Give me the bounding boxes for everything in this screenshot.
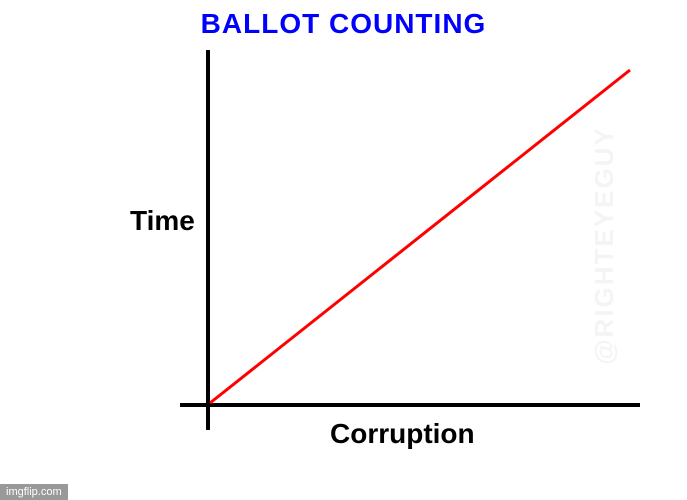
x-axis-label: Corruption (330, 418, 475, 450)
chart-area: Time Corruption @RIGHTEYEGUY (0, 40, 687, 480)
data-line (210, 70, 630, 403)
watermark-site: imgflip.com (0, 484, 68, 500)
y-axis-label: Time (130, 205, 195, 237)
chart-title: BALLOT COUNTING (201, 8, 487, 40)
watermark-author: @RIGHTEYEGUY (589, 126, 620, 365)
chart-svg (0, 40, 687, 480)
